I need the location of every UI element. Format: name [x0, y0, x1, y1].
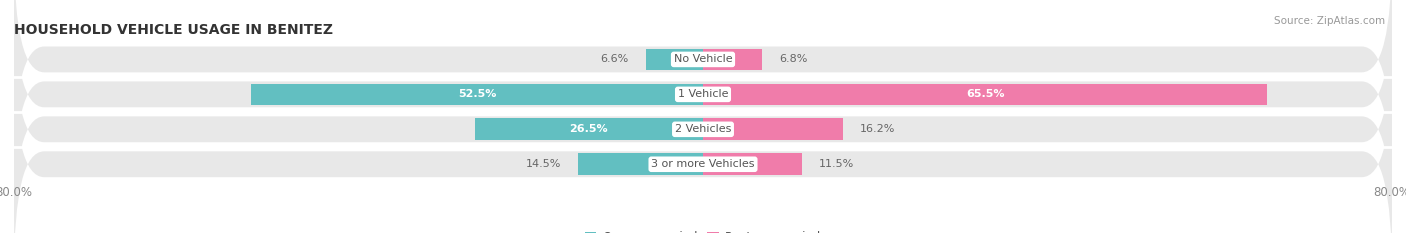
- Text: HOUSEHOLD VEHICLE USAGE IN BENITEZ: HOUSEHOLD VEHICLE USAGE IN BENITEZ: [14, 23, 333, 37]
- Text: 52.5%: 52.5%: [458, 89, 496, 99]
- Bar: [703, 83, 1267, 105]
- Text: 3 or more Vehicles: 3 or more Vehicles: [651, 159, 755, 169]
- Bar: [703, 153, 801, 175]
- Text: 26.5%: 26.5%: [569, 124, 609, 134]
- Bar: [250, 83, 703, 105]
- Bar: [647, 49, 703, 70]
- Text: 6.8%: 6.8%: [779, 55, 807, 64]
- Text: 1 Vehicle: 1 Vehicle: [678, 89, 728, 99]
- Text: Source: ZipAtlas.com: Source: ZipAtlas.com: [1274, 16, 1385, 26]
- Bar: [703, 118, 842, 140]
- Bar: [475, 118, 703, 140]
- Text: 16.2%: 16.2%: [859, 124, 896, 134]
- Text: 11.5%: 11.5%: [820, 159, 855, 169]
- Legend: Owner-occupied, Renter-occupied: Owner-occupied, Renter-occupied: [579, 226, 827, 233]
- Text: 65.5%: 65.5%: [966, 89, 1004, 99]
- FancyBboxPatch shape: [14, 0, 1392, 169]
- Bar: [578, 153, 703, 175]
- Text: 14.5%: 14.5%: [526, 159, 561, 169]
- Text: 2 Vehicles: 2 Vehicles: [675, 124, 731, 134]
- Bar: [703, 49, 762, 70]
- FancyBboxPatch shape: [14, 20, 1392, 233]
- Text: No Vehicle: No Vehicle: [673, 55, 733, 64]
- FancyBboxPatch shape: [14, 55, 1392, 233]
- Text: 6.6%: 6.6%: [600, 55, 628, 64]
- FancyBboxPatch shape: [14, 0, 1392, 204]
